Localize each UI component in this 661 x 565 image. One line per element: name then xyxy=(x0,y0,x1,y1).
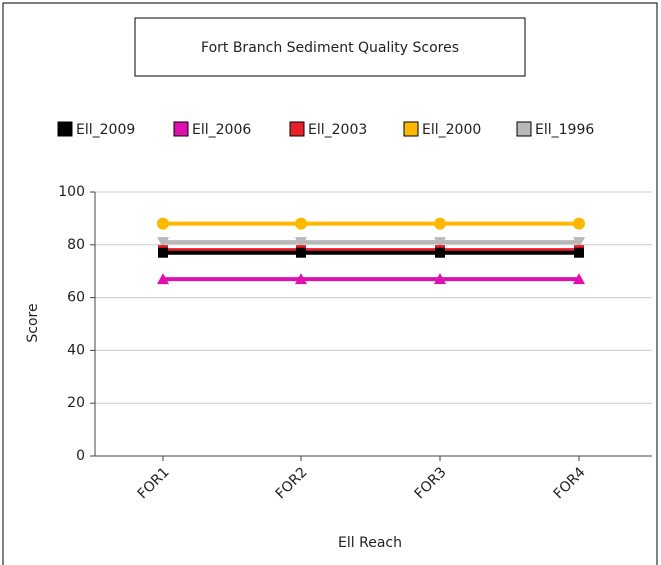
x-axis-label: Ell Reach xyxy=(338,535,402,551)
marker xyxy=(157,217,169,230)
marker xyxy=(157,273,169,285)
marker xyxy=(435,247,445,258)
legend-swatch xyxy=(57,121,73,137)
legend-swatch xyxy=(403,121,419,137)
y-tick-label: 0 xyxy=(76,448,85,464)
legend-label: Ell_2003 xyxy=(308,122,367,138)
legend-label: Ell_2000 xyxy=(422,122,481,138)
marker xyxy=(573,237,585,249)
legend-swatch xyxy=(173,121,189,137)
marker xyxy=(295,273,307,285)
legend-swatch xyxy=(516,121,532,137)
legend-swatch xyxy=(289,121,305,137)
marker xyxy=(434,273,446,285)
legend-label: Ell_2006 xyxy=(192,122,251,138)
marker xyxy=(573,273,585,285)
marker xyxy=(295,237,307,249)
legend-label: Ell_1996 xyxy=(535,122,594,138)
marker xyxy=(295,217,307,230)
marker xyxy=(158,247,168,258)
y-tick-label: 60 xyxy=(67,290,85,306)
y-tick-label: 80 xyxy=(67,237,85,253)
marker xyxy=(434,237,446,249)
y-axis-label: Score xyxy=(25,303,41,342)
marker xyxy=(573,217,585,230)
legend-label: Ell_2009 xyxy=(76,122,135,138)
y-tick-label: 40 xyxy=(67,342,85,358)
chart-title: Fort Branch Sediment Quality Scores xyxy=(201,40,459,56)
marker xyxy=(296,247,306,258)
marker xyxy=(434,217,446,230)
title-box xyxy=(134,17,526,77)
y-tick-label: 100 xyxy=(58,184,85,200)
marker xyxy=(574,247,584,258)
marker xyxy=(157,237,169,249)
y-tick-label: 20 xyxy=(67,395,85,411)
